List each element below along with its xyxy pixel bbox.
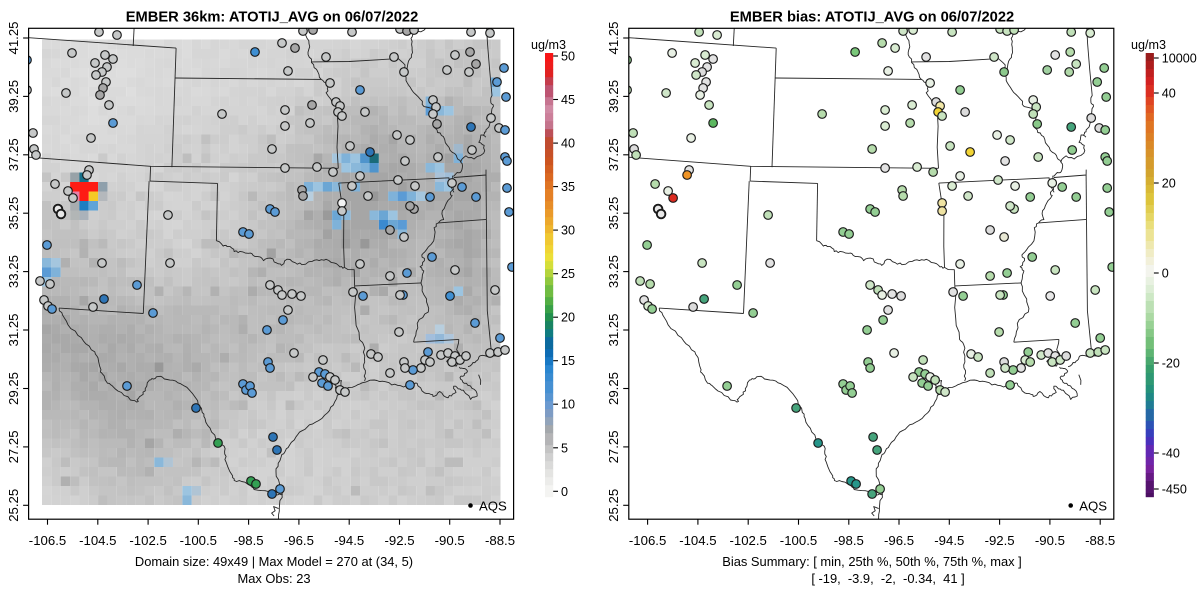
svg-text:41.25: 41.25 bbox=[606, 21, 621, 54]
svg-text:37.25: 37.25 bbox=[6, 138, 21, 171]
svg-text:35.25: 35.25 bbox=[6, 197, 21, 230]
svg-text:41.25: 41.25 bbox=[6, 21, 21, 54]
svg-text:-102.5: -102.5 bbox=[729, 533, 766, 548]
svg-text:27.25: 27.25 bbox=[6, 430, 21, 463]
svg-text:-92.5: -92.5 bbox=[985, 533, 1015, 548]
svg-text:29.25: 29.25 bbox=[6, 372, 21, 405]
svg-text:Max Obs: 23: Max Obs: 23 bbox=[237, 571, 310, 586]
svg-text:-450: -450 bbox=[1162, 483, 1187, 497]
svg-text:39.25: 39.25 bbox=[606, 80, 621, 113]
svg-text:5: 5 bbox=[561, 441, 568, 455]
svg-text:-102.5: -102.5 bbox=[129, 533, 166, 548]
svg-text:-98.5: -98.5 bbox=[834, 533, 864, 548]
svg-text:-106.5: -106.5 bbox=[29, 533, 66, 548]
svg-text:[ -19, -3.9, -2, -0.34, 41: [ -19, -3.9, -2, -0.34, 41 ] bbox=[811, 571, 964, 586]
svg-text:-40: -40 bbox=[1162, 447, 1180, 461]
svg-text:40: 40 bbox=[561, 137, 575, 151]
svg-text:20: 20 bbox=[561, 311, 575, 325]
svg-text:39.25: 39.25 bbox=[6, 80, 21, 113]
svg-text:-90.5: -90.5 bbox=[1035, 533, 1065, 548]
svg-text:31.25: 31.25 bbox=[606, 313, 621, 346]
svg-text:-94.5: -94.5 bbox=[334, 533, 364, 548]
svg-text:ug/m3: ug/m3 bbox=[1131, 38, 1166, 52]
svg-text:-104.5: -104.5 bbox=[679, 533, 716, 548]
svg-text:-94.5: -94.5 bbox=[934, 533, 964, 548]
svg-text:50: 50 bbox=[561, 50, 575, 64]
svg-text:-100.5: -100.5 bbox=[180, 533, 217, 548]
svg-text:33.25: 33.25 bbox=[6, 255, 21, 288]
svg-text:15: 15 bbox=[561, 354, 575, 368]
svg-text:37.25: 37.25 bbox=[606, 138, 621, 171]
svg-text:45: 45 bbox=[561, 93, 575, 107]
svg-text:AQS: AQS bbox=[1079, 499, 1107, 514]
svg-text:10: 10 bbox=[561, 398, 575, 412]
svg-text:25.25: 25.25 bbox=[606, 489, 621, 522]
svg-text:25: 25 bbox=[561, 267, 575, 281]
svg-text:35: 35 bbox=[561, 180, 575, 194]
svg-text:35.25: 35.25 bbox=[606, 197, 621, 230]
svg-text:-106.5: -106.5 bbox=[629, 533, 666, 548]
svg-text:AQS: AQS bbox=[479, 499, 507, 514]
svg-text:29.25: 29.25 bbox=[606, 372, 621, 405]
svg-text:ug/m3: ug/m3 bbox=[531, 38, 566, 52]
svg-text:20: 20 bbox=[1162, 177, 1176, 191]
svg-text:EMBER 36km: ATOTIJ_AVG on 06/0: EMBER 36km: ATOTIJ_AVG on 06/07/2022 bbox=[126, 10, 419, 26]
svg-text:-88.5: -88.5 bbox=[485, 533, 515, 548]
svg-text:-20: -20 bbox=[1162, 357, 1180, 371]
svg-text:-100.5: -100.5 bbox=[780, 533, 817, 548]
svg-text:33.25: 33.25 bbox=[606, 255, 621, 288]
svg-text:Domain size: 49x49 | Max Model: Domain size: 49x49 | Max Model = 270 at … bbox=[135, 554, 413, 569]
svg-text:-104.5: -104.5 bbox=[79, 533, 116, 548]
svg-text:-96.5: -96.5 bbox=[884, 533, 914, 548]
svg-text:-96.5: -96.5 bbox=[284, 533, 314, 548]
svg-text:27.25: 27.25 bbox=[606, 430, 621, 463]
svg-text:10000: 10000 bbox=[1162, 52, 1197, 66]
svg-text:31.25: 31.25 bbox=[6, 313, 21, 346]
svg-text:0: 0 bbox=[1162, 267, 1169, 281]
svg-text:-90.5: -90.5 bbox=[435, 533, 465, 548]
svg-text:25.25: 25.25 bbox=[6, 489, 21, 522]
svg-text:40: 40 bbox=[1162, 87, 1176, 101]
svg-text:EMBER bias: ATOTIJ_AVG on 06/0: EMBER bias: ATOTIJ_AVG on 06/07/2022 bbox=[730, 10, 1014, 26]
svg-text:30: 30 bbox=[561, 224, 575, 238]
svg-text:-98.5: -98.5 bbox=[234, 533, 264, 548]
svg-text:0: 0 bbox=[561, 485, 568, 499]
svg-text:-92.5: -92.5 bbox=[384, 533, 414, 548]
svg-text:-88.5: -88.5 bbox=[1085, 533, 1115, 548]
svg-text:Bias Summary: [ min, 25th %, 5: Bias Summary: [ min, 25th %, 50th %, 75t… bbox=[722, 554, 1021, 569]
